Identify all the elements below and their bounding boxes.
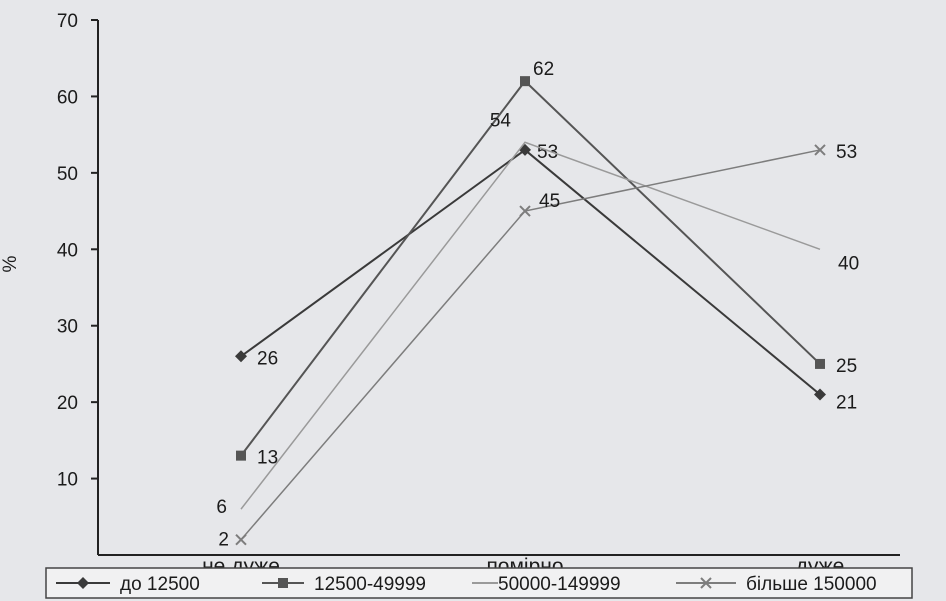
data-label: 62 [533,59,554,80]
series-layer: 26 53 21 13 62 25 6 54 40 2 45 53 [216,59,859,551]
data-point [235,350,247,363]
y-tick-label: 50 [57,164,78,185]
data-point [235,534,247,546]
legend-label: до 12500 [120,574,200,595]
y-axis: 10 20 30 40 50 60 70% [0,11,99,555]
data-point [814,144,826,156]
data-point [236,450,246,461]
data-point [815,358,825,369]
legend-label: більше 150000 [746,574,877,595]
y-tick-label: 60 [57,87,78,108]
legend: до 12500 12500-49999 50000-149999 більше 15… [45,567,913,599]
data-label: 6 [216,497,227,518]
data-point [520,76,530,87]
data-label: 25 [836,356,857,377]
legend-marker [77,577,89,589]
series-4: 2 45 53 [218,142,857,551]
legend-item-1: до 12500 [56,574,200,595]
data-label: 45 [539,191,560,212]
legend-label: 50000-149999 [498,574,621,595]
y-tick-label: 30 [57,317,78,338]
legend-item-2: 12500-49999 [262,574,426,595]
data-label: 54 [490,110,512,131]
y-tick-label: 20 [57,393,78,414]
legend-item-3: 50000-149999 [472,574,621,595]
y-tick-label: 40 [57,240,78,261]
series-line [240,148,821,396]
series-2: 13 62 25 [236,59,857,469]
legend-marker [278,578,288,588]
legend-marker [700,577,712,589]
data-label: 53 [537,142,558,163]
data-point [814,388,826,401]
y-tick-label: 10 [57,470,78,491]
data-label: 13 [257,448,278,469]
legend-item-4: більше 150000 [676,574,877,595]
data-point [519,205,531,217]
series-line [240,141,821,510]
data-label: 21 [836,393,857,414]
data-label: 26 [257,348,278,369]
legend-label: 12500-49999 [314,574,426,595]
series-1: 26 53 21 [235,142,857,414]
data-label: 2 [218,530,229,551]
series-line [240,79,821,457]
data-label: 53 [836,142,857,163]
data-label: 40 [838,253,859,274]
series-line [240,149,821,541]
series-3: 6 54 40 [216,110,859,518]
y-axis-label: % [0,255,21,272]
y-tick-label: 70 [57,11,78,32]
